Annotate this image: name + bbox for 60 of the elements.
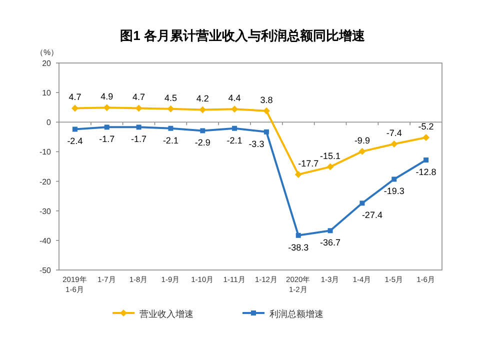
point — [231, 106, 238, 113]
y-axis-title: （%） — [35, 48, 59, 57]
data-label: 4.5 — [164, 92, 177, 103]
data-label: -38.3 — [288, 242, 309, 252]
data-label: -7.4 — [386, 128, 402, 138]
data-label: 4.7 — [132, 92, 146, 102]
legend-label: 利润总额增速 — [270, 309, 324, 319]
data-label: -2.1 — [162, 135, 178, 146]
data-label: -2.1 — [226, 135, 242, 146]
point — [136, 124, 142, 130]
data-label: -17.7 — [298, 158, 319, 168]
point — [135, 104, 142, 112]
data-label: -3.3 — [248, 138, 264, 149]
data-label: -5.2 — [418, 122, 434, 132]
point — [294, 170, 302, 178]
point — [296, 232, 301, 238]
data-label: 4.9 — [100, 92, 114, 102]
point — [262, 107, 270, 114]
y-tick-label: -50 — [39, 266, 52, 275]
point — [167, 105, 174, 112]
data-label: -2.4 — [67, 136, 83, 146]
data-label: -36.7 — [320, 238, 341, 248]
point — [232, 126, 238, 131]
point — [199, 106, 206, 114]
data-label: -9.9 — [354, 135, 370, 146]
data-label: -1.7 — [131, 134, 147, 144]
y-tick-label: 0 — [46, 118, 52, 128]
point — [104, 124, 110, 130]
data-label: 4.2 — [196, 94, 209, 104]
data-label: -12.8 — [416, 166, 436, 177]
y-tick-label: 20 — [42, 59, 52, 68]
chart-title: 图1 各月累计营业收入与利润总额同比增速 — [120, 28, 366, 43]
point — [390, 140, 398, 148]
data-label: 4.4 — [228, 93, 241, 104]
point — [72, 126, 78, 132]
y-tick-label: -10 — [39, 148, 52, 157]
point — [424, 157, 429, 162]
point — [103, 104, 110, 112]
point — [392, 176, 397, 182]
data-label: -27.4 — [362, 210, 382, 220]
data-label: -1.7 — [99, 134, 115, 144]
data-label: 4.7 — [68, 92, 82, 102]
y-tick-label: 10 — [42, 88, 52, 98]
point — [422, 134, 430, 142]
data-label: -15.1 — [320, 150, 341, 161]
point — [360, 200, 365, 206]
point — [71, 104, 78, 112]
point — [358, 148, 366, 155]
data-label: 3.8 — [260, 94, 273, 105]
y-tick-label: -40 — [39, 236, 52, 246]
point — [264, 129, 269, 134]
point — [200, 128, 206, 134]
y-tick-label: -20 — [39, 177, 52, 186]
legend-label: 营业收入增速 — [140, 309, 194, 319]
point — [326, 163, 334, 170]
y-tick-label: -30 — [39, 206, 52, 216]
data-label: -2.9 — [194, 138, 210, 148]
point — [168, 126, 174, 131]
point — [328, 228, 333, 234]
data-label: -19.3 — [384, 186, 404, 196]
